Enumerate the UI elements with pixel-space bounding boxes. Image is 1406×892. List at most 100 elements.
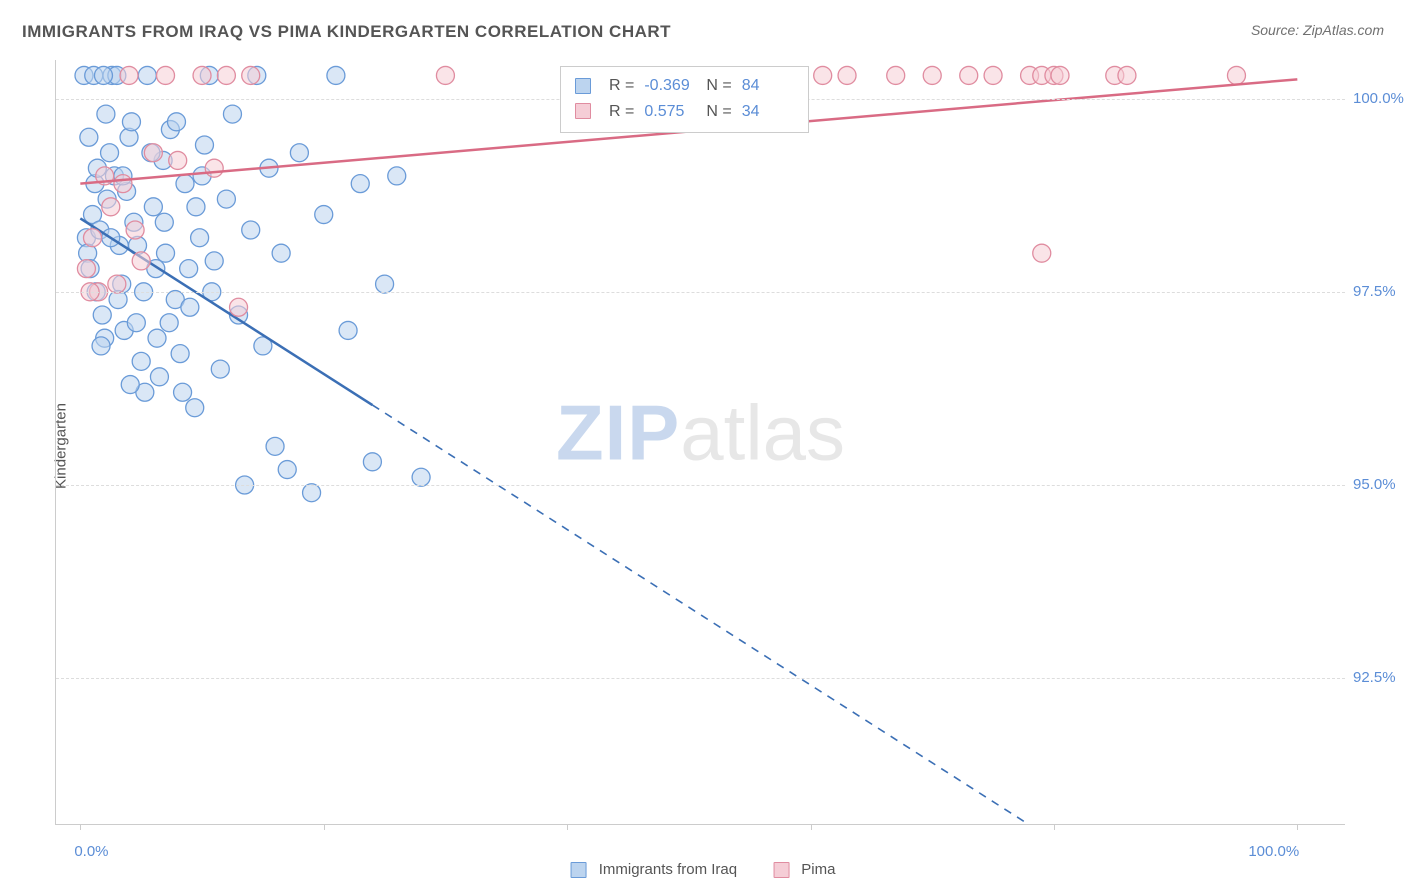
data-point-pima (114, 175, 132, 193)
data-point-pima (193, 66, 211, 84)
data-point-iraq (144, 198, 162, 216)
data-point-pima (984, 66, 1002, 84)
data-point-iraq (176, 175, 194, 193)
data-point-pima (169, 151, 187, 169)
data-point-pima (230, 298, 248, 316)
data-point-iraq (80, 128, 98, 146)
data-point-iraq (315, 206, 333, 224)
data-point-pima (77, 260, 95, 278)
data-point-pima (84, 229, 102, 247)
gridline-h (56, 292, 1345, 293)
data-point-pima (144, 144, 162, 162)
data-point-iraq (138, 66, 156, 84)
plot-area: ZIPatlas (55, 60, 1345, 825)
data-point-iraq (242, 221, 260, 239)
n-label: N = (706, 99, 731, 125)
swatch-pima (575, 103, 591, 119)
data-point-iraq (132, 352, 150, 370)
chart-svg (56, 60, 1345, 824)
data-point-iraq (157, 244, 175, 262)
data-point-iraq (278, 461, 296, 479)
data-point-iraq (92, 337, 110, 355)
legend-item-pima: Pima (773, 861, 835, 878)
data-point-iraq (155, 213, 173, 231)
legend-label-pima: Pima (801, 861, 835, 878)
data-point-iraq (181, 298, 199, 316)
data-point-iraq (127, 314, 145, 332)
data-point-iraq (388, 167, 406, 185)
swatch-pima-bottom (773, 862, 789, 878)
data-point-pima (1227, 66, 1245, 84)
r-value-pima: 0.575 (644, 99, 696, 125)
data-point-iraq (93, 306, 111, 324)
data-point-iraq (121, 376, 139, 394)
data-point-pima (436, 66, 454, 84)
data-point-iraq (191, 229, 209, 247)
data-point-pima (1051, 66, 1069, 84)
data-point-iraq (171, 345, 189, 363)
r-value-iraq: -0.369 (644, 73, 696, 99)
legend-label-iraq: Immigrants from Iraq (599, 861, 737, 878)
stat-row-iraq: R = -0.369 N = 84 (575, 73, 794, 99)
data-point-iraq (187, 198, 205, 216)
n-value-iraq: 84 (742, 73, 794, 99)
data-point-pima (960, 66, 978, 84)
data-point-iraq (148, 329, 166, 347)
data-point-iraq (160, 314, 178, 332)
data-point-iraq (363, 453, 381, 471)
data-point-pima (217, 66, 235, 84)
data-point-pima (814, 66, 832, 84)
y-tick-label: 92.5% (1353, 669, 1396, 686)
y-tick-label: 95.0% (1353, 476, 1396, 493)
x-tick (1297, 824, 1298, 830)
gridline-h (56, 678, 1345, 679)
data-point-iraq (217, 190, 235, 208)
data-point-iraq (303, 484, 321, 502)
gridline-h (56, 485, 1345, 486)
data-point-iraq (351, 175, 369, 193)
x-tick (1054, 824, 1055, 830)
data-point-iraq (266, 437, 284, 455)
data-point-iraq (122, 113, 140, 131)
data-point-pima (132, 252, 150, 270)
stat-row-pima: R = 0.575 N = 34 (575, 99, 794, 125)
data-point-pima (923, 66, 941, 84)
data-point-iraq (180, 260, 198, 278)
x-tick-label-left: 0.0% (74, 843, 108, 860)
r-label: R = (609, 99, 634, 125)
data-point-iraq (167, 113, 185, 131)
stat-legend-box: R = -0.369 N = 84 R = 0.575 N = 34 (560, 66, 809, 133)
data-point-iraq (412, 468, 430, 486)
x-tick (567, 824, 568, 830)
data-point-iraq (272, 244, 290, 262)
data-point-pima (157, 66, 175, 84)
data-point-pima (1118, 66, 1136, 84)
x-tick (324, 824, 325, 830)
data-point-iraq (327, 66, 345, 84)
data-point-iraq (205, 252, 223, 270)
data-point-pima (838, 66, 856, 84)
data-point-iraq (223, 105, 241, 123)
source-label: Source: ZipAtlas.com (1251, 22, 1384, 38)
data-point-iraq (186, 399, 204, 417)
swatch-iraq-bottom (571, 862, 587, 878)
data-point-pima (108, 275, 126, 293)
data-point-iraq (339, 321, 357, 339)
data-point-iraq (376, 275, 394, 293)
data-point-pima (102, 198, 120, 216)
data-point-pima (126, 221, 144, 239)
x-tick (80, 824, 81, 830)
data-point-iraq (101, 144, 119, 162)
legend-bottom: Immigrants from Iraq Pima (571, 861, 836, 878)
data-point-iraq (195, 136, 213, 154)
data-point-iraq (290, 144, 308, 162)
data-point-iraq (211, 360, 229, 378)
swatch-iraq (575, 78, 591, 94)
data-point-iraq (150, 368, 168, 386)
data-point-iraq (94, 66, 112, 84)
n-value-pima: 34 (742, 99, 794, 125)
chart-title: IMMIGRANTS FROM IRAQ VS PIMA KINDERGARTE… (22, 22, 671, 42)
n-label: N = (706, 73, 731, 99)
x-tick-label-right: 100.0% (1248, 843, 1299, 860)
x-tick (811, 824, 812, 830)
